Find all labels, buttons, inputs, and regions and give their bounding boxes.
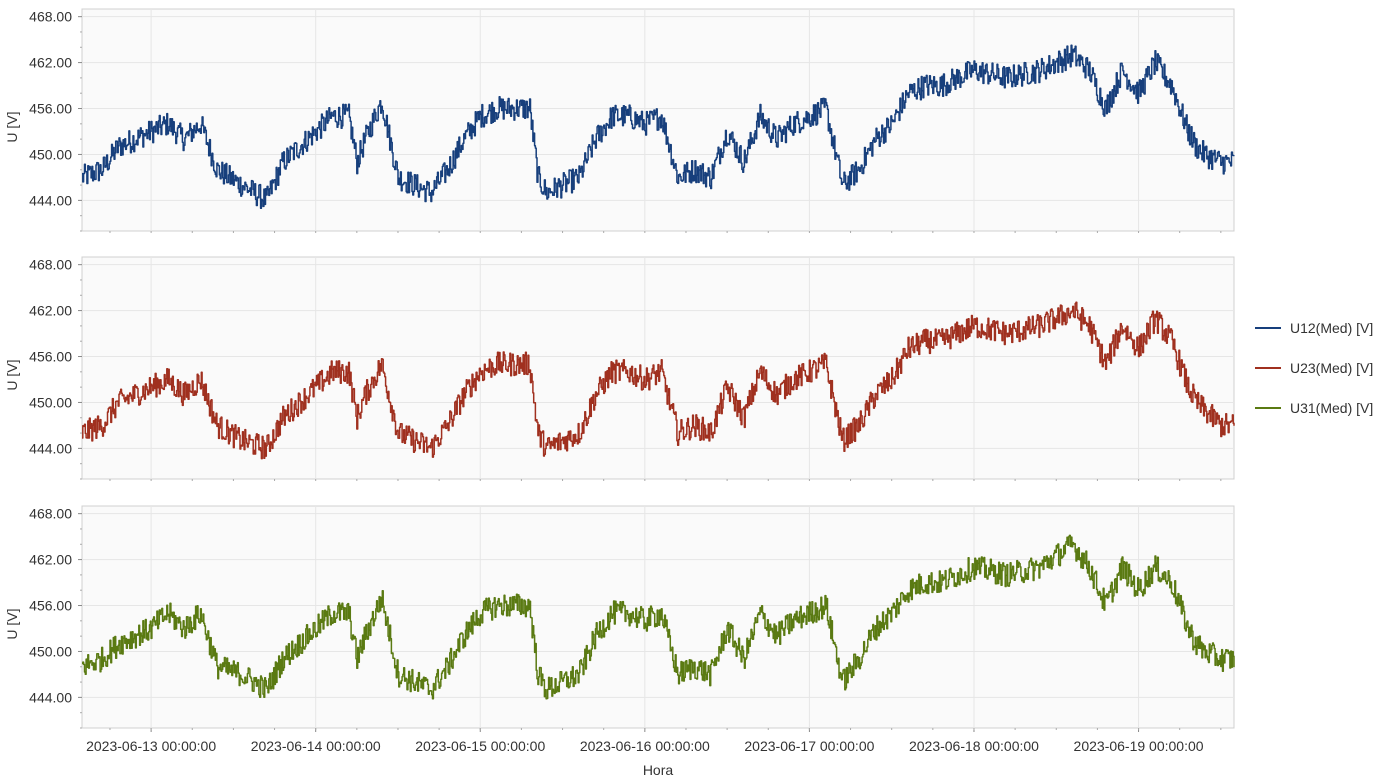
plot-area[interactable] [81, 8, 1235, 232]
legend[interactable]: U12(Med) [V] U23(Med) [V] U31(Med) [V] [1255, 320, 1373, 416]
y-tick-label: 456.00 [29, 101, 72, 117]
y-tick-label: 468.00 [29, 9, 72, 25]
x-tick-label: 2023-06-17 00:00:00 [744, 738, 874, 754]
legend-item-3[interactable]: U31(Med) [V] [1255, 400, 1373, 416]
y-tick-label: 468.00 [29, 257, 72, 273]
legend-label: U31(Med) [V] [1290, 400, 1373, 416]
panel-2: 444.00 450.00 456.00 462.00 468.00 U [V] [4, 256, 1235, 480]
panel-3: 444.00 450.00 456.00 462.00 468.00 U [V] [4, 505, 1235, 729]
series-line-1[interactable] [82, 44, 1235, 210]
x-tick-label: 2023-06-14 00:00:00 [251, 738, 381, 754]
y-tick-label: 444.00 [29, 440, 72, 456]
y-axis-label: U [V] [4, 608, 20, 639]
legend-item-2[interactable]: U23(Med) [V] [1255, 360, 1373, 376]
x-tick-label: 2023-06-15 00:00:00 [415, 738, 545, 754]
y-tick-label: 444.00 [29, 689, 72, 705]
y-axis-label: U [V] [4, 359, 20, 390]
y-tick-label: 450.00 [29, 394, 72, 410]
x-axis: 2023-06-13 00:00:00 2023-06-14 00:00:00 20… [86, 231, 1222, 754]
y-tick-label: 462.00 [29, 303, 72, 319]
series-line-2[interactable] [82, 301, 1235, 460]
y-tick-label: 444.00 [29, 192, 72, 208]
x-tick-label: 2023-06-19 00:00:00 [1074, 738, 1204, 754]
legend-label: U23(Med) [V] [1290, 360, 1373, 376]
y-tick-label: 462.00 [29, 552, 72, 568]
legend-item-1[interactable]: U12(Med) [V] [1255, 320, 1373, 336]
x-tick-label: 2023-06-16 00:00:00 [580, 738, 710, 754]
series-line-3[interactable] [82, 534, 1235, 700]
y-tick-label: 456.00 [29, 349, 72, 365]
y-tick-label: 468.00 [29, 506, 72, 522]
x-tick-label: 2023-06-18 00:00:00 [909, 738, 1039, 754]
x-tick-label: 2023-06-13 00:00:00 [86, 738, 216, 754]
legend-label: U12(Med) [V] [1290, 320, 1373, 336]
y-tick-label: 450.00 [29, 146, 72, 162]
y-tick-label: 450.00 [29, 643, 72, 659]
x-axis-label: Hora [643, 762, 674, 778]
panel-1: 444.00 450.00 456.00 462.00 468.00 U [V] [4, 8, 1235, 232]
y-tick-label: 462.00 [29, 55, 72, 71]
y-axis-label: U [V] [4, 111, 20, 142]
y-tick-label: 456.00 [29, 598, 72, 614]
